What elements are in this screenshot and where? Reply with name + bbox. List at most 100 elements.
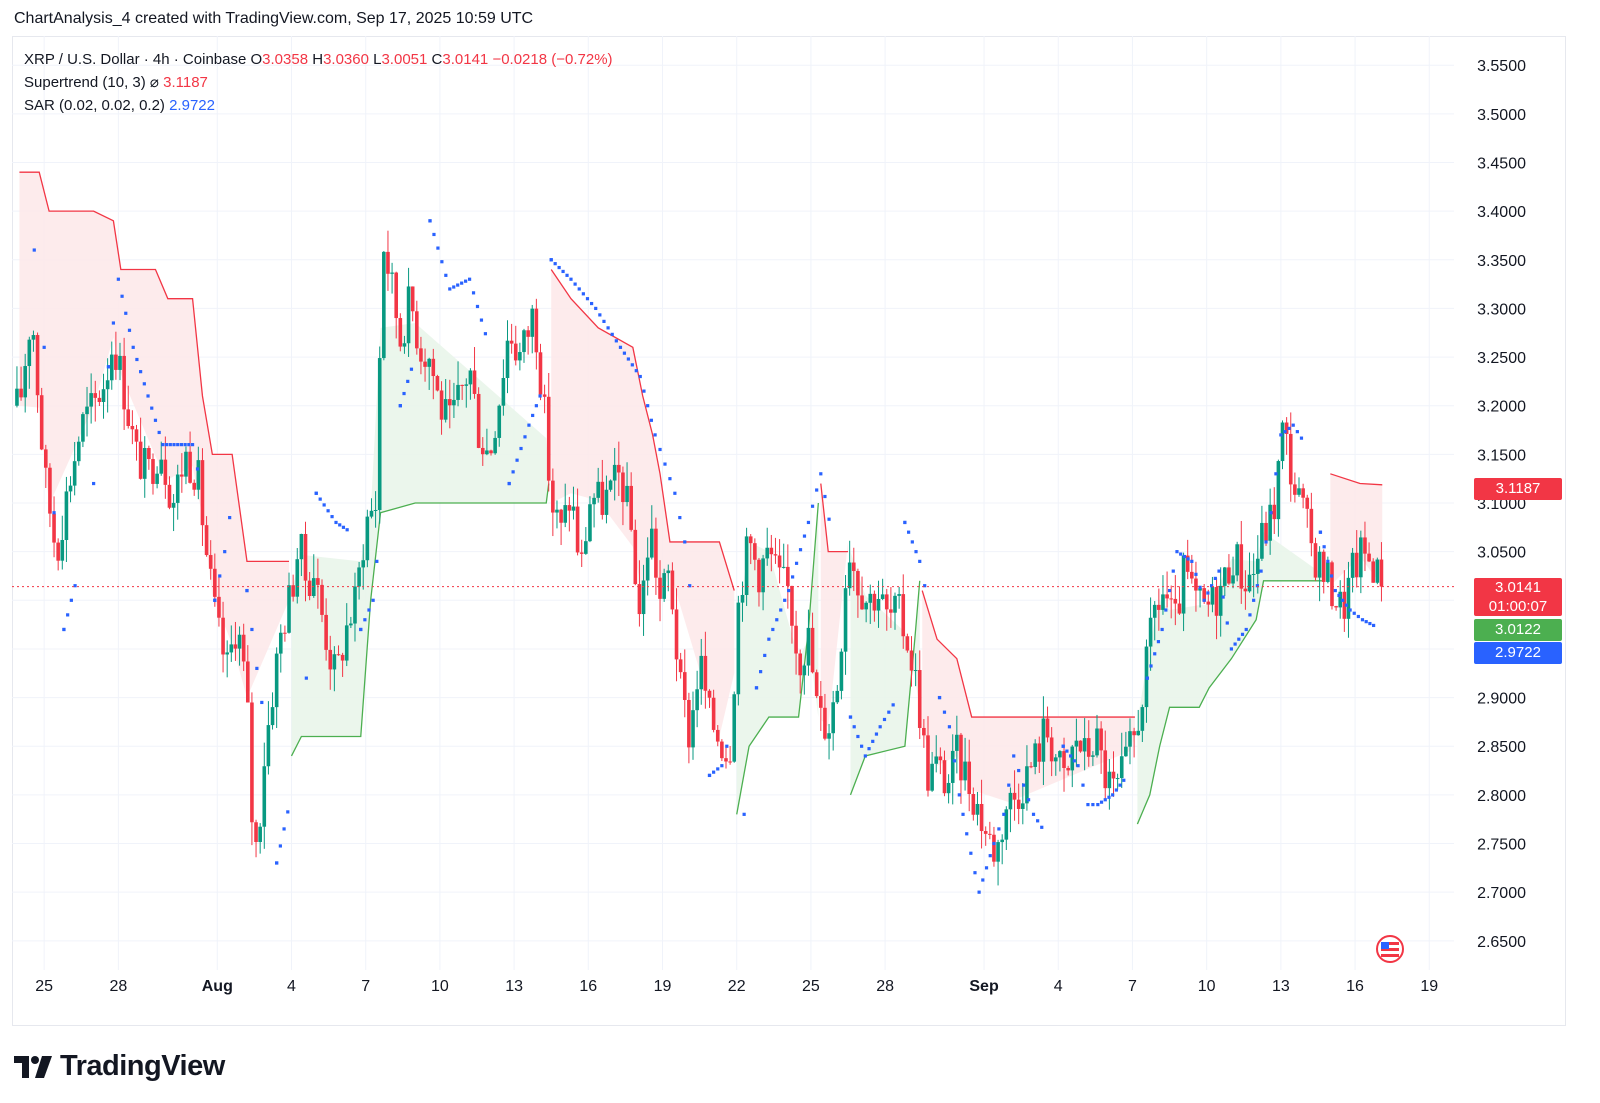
candle-body (926, 735, 930, 791)
down-candle (1301, 483, 1305, 509)
candle-body (118, 355, 122, 370)
candle-body (868, 593, 873, 603)
down-candle (1379, 542, 1384, 602)
sar-dot (794, 561, 799, 565)
up-candle (1255, 535, 1260, 594)
down-candle (715, 725, 720, 747)
candle-body (480, 447, 485, 455)
us-flag-icon[interactable] (1372, 934, 1408, 964)
candle-body (365, 516, 370, 561)
candle-body (1313, 543, 1318, 578)
x-tick-label: 4 (287, 978, 296, 995)
candle-body (245, 661, 250, 703)
candle-body (674, 609, 679, 660)
candle-body (1053, 757, 1058, 762)
sar-dot (190, 443, 195, 447)
candle-body (1342, 591, 1347, 619)
down-candle (423, 348, 427, 382)
up-candle (1350, 547, 1355, 593)
x-tick-label: Aug (202, 978, 233, 995)
eye-off-icon[interactable]: ⌀ (149, 74, 159, 91)
up-candle (934, 735, 939, 773)
candle-body (1334, 606, 1338, 608)
sar-dot (754, 686, 759, 690)
candle-body (720, 741, 724, 759)
sar-dot (806, 520, 811, 525)
sar-dot (531, 413, 535, 418)
candlestick-chart[interactable]: 3.5500 3.5000 3.4500 3.4000 3.3500 3.3000 3.25… (0, 0, 1600, 1040)
candle-body (377, 358, 382, 510)
down-candle (794, 610, 798, 675)
down-candle (1284, 417, 1289, 455)
sar-dot (1372, 623, 1376, 628)
candle-body (72, 461, 77, 486)
sar-dot (863, 754, 867, 758)
candle-body (971, 794, 976, 815)
candle-body (382, 251, 386, 359)
sar-dot (626, 357, 630, 361)
y-tick-label: 2.8500 (1477, 739, 1526, 756)
chart-legend: XRP / U.S. Dollar · 4h · Coinbase O3.035… (24, 48, 613, 117)
candle-body (1115, 778, 1120, 780)
up-candle (1268, 488, 1272, 555)
sar-label[interactable]: SAR (0.02, 0.02, 0.2) (24, 97, 165, 114)
candle-body (184, 451, 188, 477)
candle-body (431, 358, 436, 377)
supertrend-label[interactable]: Supertrend (10, 3) (24, 74, 146, 91)
candles (15, 230, 1384, 886)
down-candle (398, 313, 403, 352)
sar-dot (712, 770, 716, 774)
legend-sar-row[interactable]: SAR (0.02, 0.02, 0.2) 2.9722 (24, 94, 613, 117)
x-axis[interactable]: 25 28 Aug 4 7 10 13 16 19 22 25 28 Sep 4 7 10 13 16 19 (35, 978, 1438, 995)
up-candle (377, 346, 382, 524)
supertrend-up-fill (1137, 532, 1326, 825)
sar-dot (815, 488, 819, 492)
candle-body (1330, 562, 1334, 607)
down-candle (1371, 558, 1376, 583)
sar-dot (440, 260, 444, 264)
down-candle (967, 739, 972, 812)
legend-supertrend-row[interactable]: Supertrend (10, 3) ⌀ 3.1187 (24, 71, 613, 94)
down-candle (1190, 554, 1194, 584)
sar-dot (1274, 472, 1278, 476)
sar-dot (106, 365, 111, 369)
y-axis[interactable]: 3.5500 3.5000 3.4500 3.4000 3.3500 3.3000 3.25… (1477, 58, 1526, 951)
open-label: O (250, 51, 263, 68)
candle-body (967, 761, 972, 795)
down-candle (221, 601, 225, 673)
candle-body (299, 533, 304, 560)
up-candle (950, 734, 955, 805)
candle-body (357, 567, 361, 587)
candle-body (1041, 718, 1046, 762)
candle-body (979, 803, 984, 832)
sar-dot (874, 732, 879, 736)
down-candle (682, 649, 687, 718)
up-candle (171, 494, 176, 532)
candle-body (1008, 792, 1013, 810)
down-candle (1214, 578, 1219, 640)
sar-dot (452, 285, 456, 289)
tradingview-logo[interactable]: TradingView (14, 1050, 225, 1083)
up-candle (278, 624, 283, 673)
candle-body (1379, 559, 1384, 587)
sar-dot (1237, 637, 1241, 641)
candle-body (1206, 601, 1211, 605)
sar-dot (646, 404, 650, 408)
down-candle (509, 323, 514, 354)
candle-body (592, 497, 596, 505)
symbol-label[interactable]: XRP / U.S. Dollar · 4h · Coinbase (24, 51, 247, 68)
candle-body (295, 559, 300, 597)
sar-dot (1229, 647, 1233, 651)
sar-dot (538, 394, 542, 398)
legend-symbol-row[interactable]: XRP / U.S. Dollar · 4h · Coinbase O3.035… (24, 48, 613, 71)
up-candle (353, 572, 357, 642)
sar-dot (823, 494, 827, 499)
candle-body (946, 782, 951, 794)
candle-body (1124, 746, 1128, 757)
up-candle (274, 647, 279, 728)
sar-dot (523, 435, 527, 439)
down-candle (617, 441, 621, 497)
up-candle (827, 723, 831, 760)
sar-dot (1022, 783, 1026, 787)
down-candle (1313, 537, 1318, 581)
